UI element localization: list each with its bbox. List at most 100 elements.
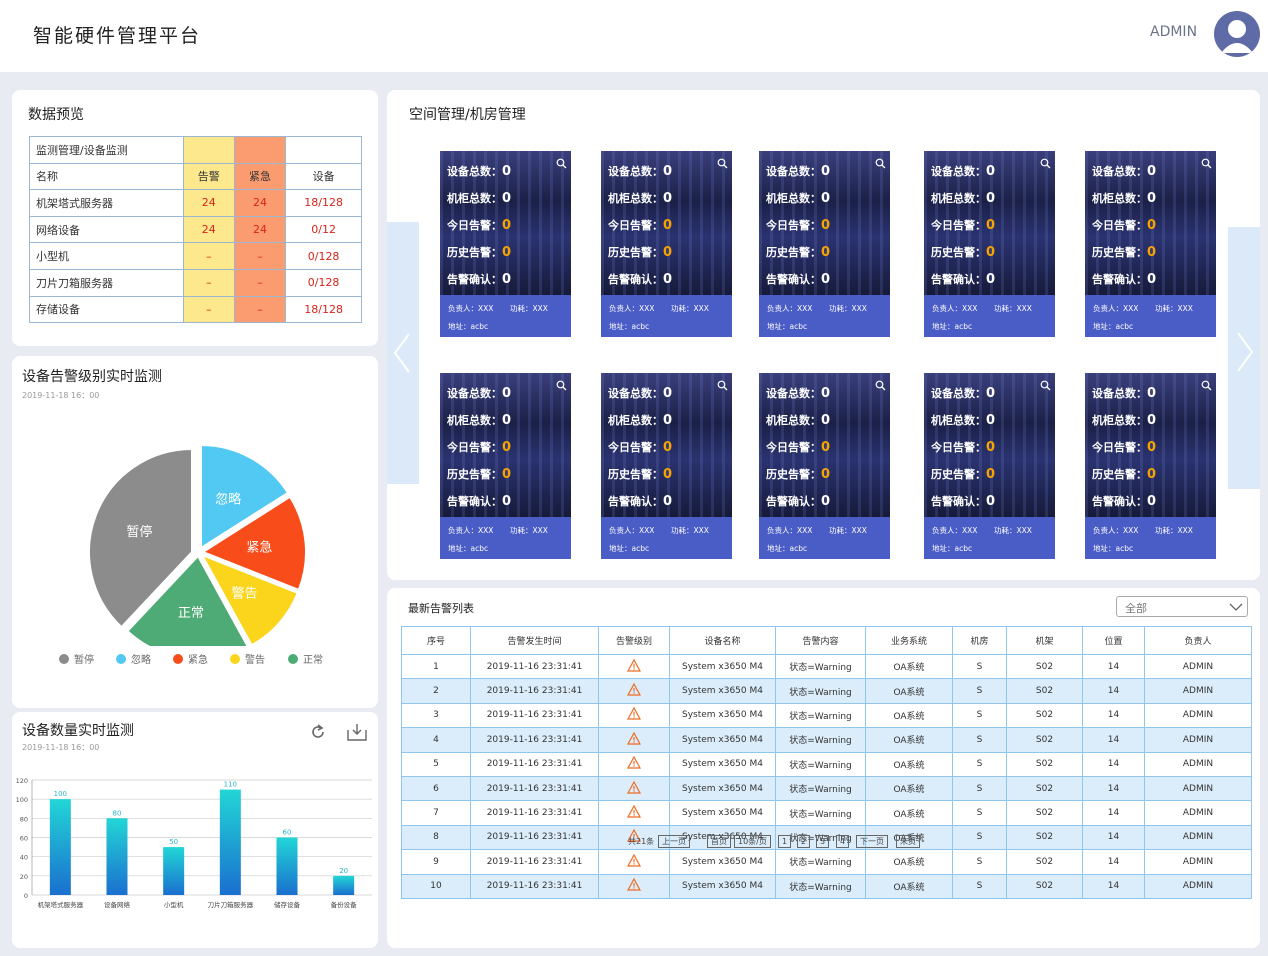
- table-row[interactable]: 6 2019-11-16 23:31:41 System x3650 M4 状态=Wa…: [401, 776, 1252, 801]
- pie-slice[interactable]: [126, 554, 249, 646]
- zoom-icon[interactable]: [1040, 376, 1051, 391]
- zoom-icon[interactable]: [1040, 154, 1051, 169]
- business-system: OA系统: [865, 752, 953, 777]
- zoom-icon[interactable]: [875, 154, 886, 169]
- legend-item[interactable]: 暂停: [59, 651, 94, 666]
- bar[interactable]: [106, 818, 128, 895]
- warning-icon: [626, 853, 642, 867]
- room-stat-value: 0: [986, 218, 996, 233]
- table-row[interactable]: 存储设备 – –18/128: [29, 295, 362, 324]
- legend-item[interactable]: 正常: [288, 651, 323, 666]
- room-stat: 告警确认：0: [766, 271, 830, 287]
- room-card[interactable]: 设备总数：0 机柜总数：0 今日告警：0 历史告警：0 告警确认：0 负责人：XXX 功耗：…: [759, 151, 890, 337]
- column-header: 告警级别: [598, 626, 670, 655]
- zoom-icon[interactable]: [556, 376, 567, 391]
- room-card[interactable]: 设备总数：0 机柜总数：0 今日告警：0 历史告警：0 告警确认：0 负责人：XXX 功耗：…: [601, 373, 732, 559]
- room-stat-label: 机柜总数：: [608, 192, 663, 205]
- row-index: 2: [401, 678, 471, 704]
- room-stat-value: 0: [986, 245, 996, 260]
- alarm-level: [598, 800, 670, 826]
- room-stat-value: 0: [502, 413, 512, 428]
- prev-arrow[interactable]: [387, 222, 419, 484]
- table-row[interactable]: 刀片刀箱服务器 – –0/128: [29, 268, 362, 297]
- pie-slice[interactable]: [199, 553, 300, 646]
- cell: [233, 136, 287, 164]
- legend-item[interactable]: 警告: [230, 651, 265, 666]
- page-1[interactable]: 1: [778, 835, 792, 848]
- room-stat-label: 今日告警：: [931, 441, 986, 454]
- room-stat: 告警确认：0: [447, 493, 511, 509]
- page-4[interactable]: 4: [836, 835, 850, 848]
- bar[interactable]: [276, 837, 298, 896]
- table-row[interactable]: 8 2019-11-16 23:31:41 System x3650 M4 状态=Wa…: [401, 825, 1252, 850]
- room-card[interactable]: 设备总数：0 机柜总数：0 今日告警：0 历史告警：0 告警确认：0 负责人：XXX 功耗：…: [924, 151, 1055, 337]
- room-card[interactable]: 设备总数：0 机柜总数：0 今日告警：0 历史告警：0 告警确认：0 负责人：XXX 功耗：…: [440, 373, 571, 559]
- zoom-icon[interactable]: [556, 154, 567, 169]
- bar[interactable]: [333, 875, 355, 895]
- zoom-icon[interactable]: [1201, 154, 1212, 169]
- page-size-select[interactable]: 10条/页: [734, 835, 771, 848]
- table-row[interactable]: 机架塔式服务器 24 24 18/128: [29, 189, 362, 217]
- bar[interactable]: [219, 789, 241, 895]
- legend-item[interactable]: 忽略: [116, 651, 151, 666]
- table-row[interactable]: 小型机 – –0/128: [29, 242, 362, 270]
- room-card[interactable]: 设备总数：0 机柜总数：0 今日告警：0 历史告警：0 告警确认：0 负责人：XXX 功耗：…: [924, 373, 1055, 559]
- room-address: 地址：acbc: [932, 544, 973, 553]
- filter-select[interactable]: 全部: [1116, 596, 1248, 617]
- pie-slice[interactable]: [200, 443, 290, 550]
- next-arrow[interactable]: [1228, 227, 1260, 489]
- table-row[interactable]: 网络设备 24 24 0/12: [29, 215, 362, 244]
- legend-item[interactable]: 紧急: [173, 651, 208, 666]
- last-page-button[interactable]: 末页: [896, 835, 920, 848]
- zoom-icon[interactable]: [717, 376, 728, 391]
- room-stat-value: 0: [663, 245, 673, 260]
- alarm-time: 2019-11-16 23:31:41: [470, 752, 599, 777]
- device-bar-chart: 0 20 40 60 80 100 120 100 机架塔式服务器 80 设备网络 50 小型机 110 刀…: [16, 777, 372, 909]
- rack: S02: [1006, 874, 1083, 899]
- room-owner: 负责人：XXX: [932, 526, 978, 535]
- column-header: 设备名称: [669, 626, 776, 655]
- refresh-icon[interactable]: [308, 722, 328, 742]
- alarm-level: [598, 776, 670, 801]
- next-page-button[interactable]: 下一页: [856, 835, 888, 848]
- first-page-button[interactable]: 首页: [707, 835, 731, 848]
- room-stat-label: 告警确认：: [447, 495, 502, 508]
- page-3[interactable]: 3: [816, 835, 830, 848]
- user-name[interactable]: ADMIN: [1150, 24, 1198, 40]
- warning-icon: [626, 804, 642, 818]
- room: S: [952, 776, 1007, 801]
- table-row[interactable]: 2 2019-11-16 23:31:41 System x3650 M4 状态=Wa…: [401, 678, 1252, 704]
- room-card[interactable]: 设备总数：0 机柜总数：0 今日告警：0 历史告警：0 告警确认：0 负责人：XXX 功耗：…: [1085, 151, 1216, 337]
- zoom-icon[interactable]: [717, 154, 728, 169]
- alarm-time: 2019-11-16 23:31:41: [470, 825, 599, 850]
- bar[interactable]: [163, 847, 185, 895]
- x-tick-label: 储存设备: [274, 900, 301, 909]
- download-icon[interactable]: [346, 722, 368, 742]
- bar[interactable]: [49, 799, 71, 895]
- row-index: 7: [401, 800, 471, 826]
- pie-slice[interactable]: [88, 447, 193, 629]
- zoom-icon[interactable]: [875, 376, 886, 391]
- preview-table: 监测管理/设备监测 名称 告警 紧急 设备 机架塔式服务器 24 24 18/128 网络设备 24…: [29, 136, 362, 324]
- alarm-list-card: 最新告警列表 全部 序号 告警发生时间 告警级别 设备名称 告警内容 业务系统 机房 机架 位置…: [387, 588, 1260, 948]
- table-row[interactable]: 10 2019-11-16 23:31:41 System x3650 M4 状态=W…: [401, 874, 1252, 899]
- room-stat-value: 0: [986, 272, 996, 287]
- table-row[interactable]: 1 2019-11-16 23:31:41 System x3650 M4 状态=Wa…: [401, 654, 1252, 679]
- table-row[interactable]: 3 2019-11-16 23:31:41 System x3650 M4 状态=Wa…: [401, 703, 1252, 728]
- prev-page-button[interactable]: 上一页: [658, 835, 690, 848]
- table-row[interactable]: 4 2019-11-16 23:31:41 System x3650 M4 状态=Wa…: [401, 727, 1252, 753]
- room-card[interactable]: 设备总数：0 机柜总数：0 今日告警：0 历史告警：0 告警确认：0 负责人：XXX 功耗：…: [601, 151, 732, 337]
- pie-slice[interactable]: [200, 495, 307, 592]
- room-card[interactable]: 设备总数：0 机柜总数：0 今日告警：0 历史告警：0 告警确认：0 负责人：XXX 功耗：…: [1085, 373, 1216, 559]
- room-card[interactable]: 设备总数：0 机柜总数：0 今日告警：0 历史告警：0 告警确认：0 负责人：XXX 功耗：…: [759, 373, 890, 559]
- room-card[interactable]: 设备总数：0 机柜总数：0 今日告警：0 历史告警：0 告警确认：0 负责人：XXX 功耗：…: [440, 151, 571, 337]
- room-stat-label: 告警确认：: [1092, 495, 1147, 508]
- page-2[interactable]: 2: [797, 835, 811, 848]
- table-row[interactable]: 7 2019-11-16 23:31:41 System x3650 M4 状态=Wa…: [401, 800, 1252, 826]
- avatar[interactable]: [1214, 11, 1260, 57]
- room-stat-value: 0: [663, 467, 673, 482]
- table-row[interactable]: 9 2019-11-16 23:31:41 System x3650 M4 状态=Wa…: [401, 849, 1252, 875]
- table-row[interactable]: 5 2019-11-16 23:31:41 System x3650 M4 状态=Wa…: [401, 752, 1252, 777]
- y-tick-label: 60: [20, 835, 28, 843]
- zoom-icon[interactable]: [1201, 376, 1212, 391]
